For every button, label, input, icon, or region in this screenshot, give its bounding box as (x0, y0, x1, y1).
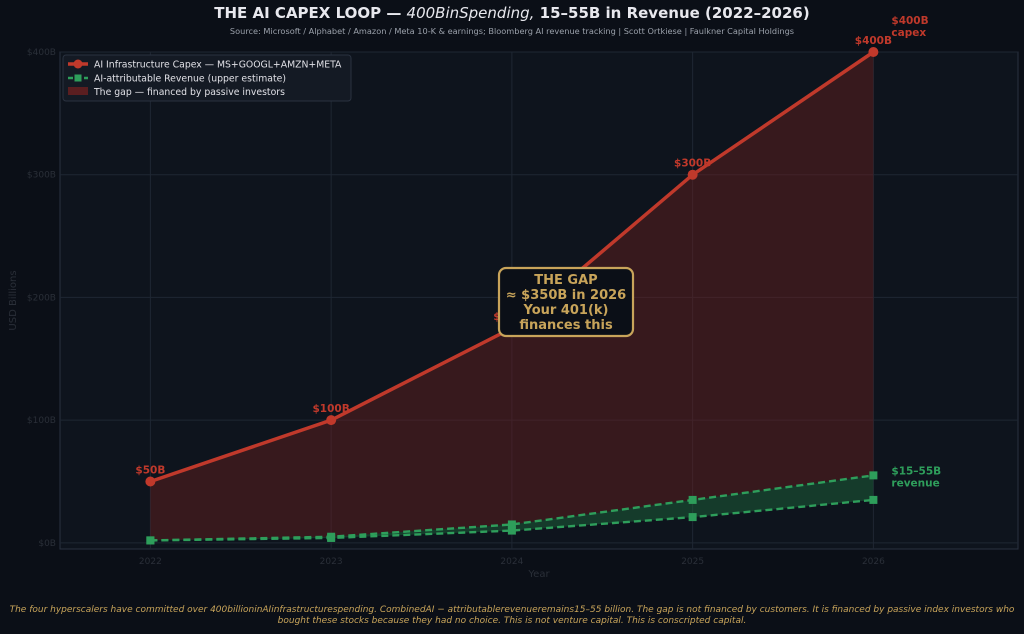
legend-label-revenue: AI-attributable Revenue (upper estimate) (94, 74, 286, 85)
capex-marker-0 (145, 476, 156, 487)
capex-data-label-3: $300B (674, 158, 711, 170)
footnote-line-1: The four hyperscalers have committed ove… (9, 605, 1015, 615)
title-italic: 400BinSpending, (406, 4, 535, 22)
legend-label-gap: The gap — financed by passive investors (93, 87, 285, 98)
x-tick-label-3: 2025 (681, 557, 704, 567)
revenue-marker-1-4 (869, 495, 878, 504)
revenue-end-label-1: revenue (891, 477, 939, 489)
legend-swatch-gap (68, 87, 88, 95)
revenue-marker-1-1 (327, 533, 336, 542)
y-tick-label-1: $100B (27, 416, 56, 426)
revenue-line-0 (150, 474, 874, 542)
capex-data-label-4: $400B (855, 35, 892, 47)
capex-marker-4 (868, 47, 879, 57)
title-prefix: THE AI CAPEX LOOP — (214, 4, 407, 22)
gap-area (150, 52, 874, 541)
legend-marker-revenue (74, 74, 82, 82)
capex-data-label-0: $50B (135, 465, 165, 477)
legend-box (62, 54, 352, 102)
x-tick-label-4: 2026 (862, 557, 885, 567)
capex-marker-1 (326, 415, 337, 426)
legend-label-capex: AI Infrastructure Capex — MS+GOOGL+AMZN+… (94, 60, 342, 71)
gap-annotation-box (497, 266, 635, 338)
gap-annotation-line-2: Your 401(k) (522, 303, 608, 318)
x-tick-label-0: 2022 (139, 557, 162, 567)
revenue-end-label-0: $15–55B (891, 465, 941, 477)
y-tick-label-0: $0B (38, 539, 56, 549)
revenue-marker-1-2 (507, 526, 516, 535)
title-suffix: 15–55B in Revenue (2022–2026) (539, 4, 810, 22)
x-tick-label-1: 2023 (320, 557, 343, 567)
gap-annotation-line-3: finances this (519, 318, 613, 333)
footnote: The four hyperscalers have committed ove… (0, 605, 1024, 627)
revenue-marker-0-3 (688, 495, 697, 504)
y-tick-label-4: $400B (27, 48, 56, 58)
revenue-marker-1-3 (688, 513, 697, 522)
x-tick-label-2: 2024 (500, 557, 523, 567)
gap-annotation-line-1: ≈ $350B in 2026 (506, 288, 626, 303)
revenue-marker-0-4 (869, 471, 878, 480)
revenue-marker-0-2 (507, 520, 516, 529)
y-tick-label-3: $300B (27, 171, 56, 181)
y-tick-label-2: $200B (27, 293, 56, 303)
y-axis-label: USD Billions (8, 270, 19, 330)
capex-end-label-1: capex (891, 27, 926, 39)
chart: $0B $100B $200B $300B $400B 2022 2023 2024 2025 2… (8, 15, 1019, 580)
capex-data-label-1: $100B (313, 403, 350, 415)
capex-marker-3 (687, 169, 698, 180)
gap-annotation-line-0: THE GAP (534, 273, 597, 288)
footnote-line-2: bought these stocks because they had no … (277, 616, 747, 626)
chart-title: THE AI CAPEX LOOP — 400BinSpending, 15–5… (0, 4, 1024, 22)
chart-subtitle: Source: Microsoft / Alphabet / Amazon / … (229, 26, 795, 36)
x-axis-label: Year (527, 569, 550, 580)
legend: AI Infrastructure Capex — MS+GOOGL+AMZN+… (62, 54, 352, 102)
capex-end-label-0: $400B (891, 15, 928, 27)
revenue-marker-1-0 (146, 536, 155, 545)
legend-marker-capex (73, 59, 83, 69)
